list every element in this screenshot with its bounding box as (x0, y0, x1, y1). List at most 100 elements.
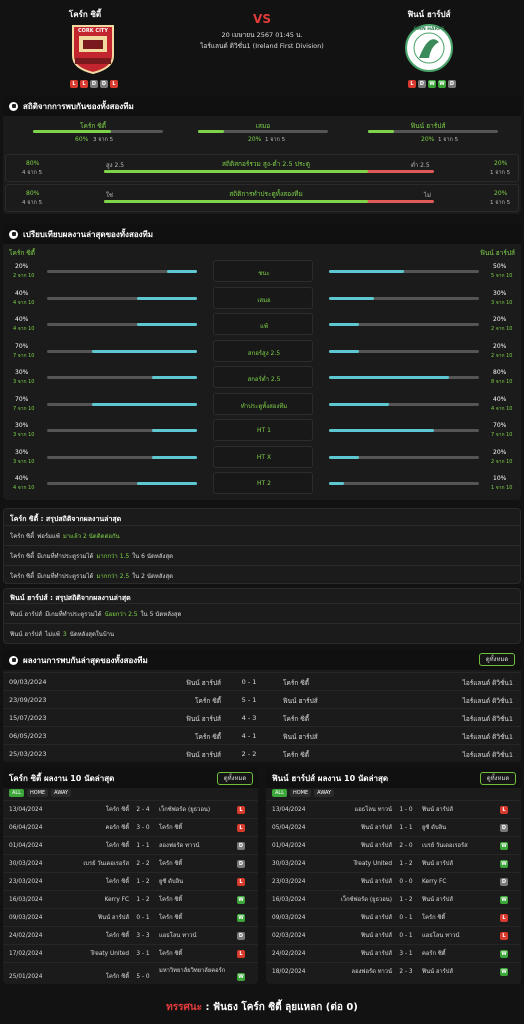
result-badge: W (237, 896, 245, 904)
last10-row[interactable]: 23/03/2024 ฟินน์ ฮาร์ปส์ 0 - 0 Kerry FC D (266, 872, 521, 890)
form-badge: L (80, 80, 88, 88)
compare-card: เปรียบเทียบผลงานล่าสุดของทั้งสองทีม โคร์… (3, 224, 521, 500)
last10-away: ยูซี ดับลิน (159, 879, 184, 885)
summary-line: ฟินน์ ฮาร์ปส์ ไม่แพ้ 3 นัดหลังสุดในบ้าน (4, 623, 520, 641)
last10-row[interactable]: 09/03/2024 ฟินน์ ฮาร์ปส์ 0 - 1 โคร์ก ซิตี้ L (266, 908, 521, 926)
compare-row: 40% 4 จาก 10 แพ้ 20% 2 จาก 10 (3, 313, 521, 337)
btts-left-count: 4 จาก 5 (22, 200, 43, 206)
compare-label: ทำประตูทั้งสองทีม (240, 402, 288, 410)
compare-left-bar (47, 429, 197, 432)
last10-row[interactable]: 06/04/2024 คอร์ก ซิตี้ 3 - 0 โคร์ก ซิตี้ L (3, 818, 258, 836)
compare-label: แพ้ (260, 323, 268, 330)
last10-home: เบรย์ วันเดอเรอร์ส (83, 861, 129, 867)
h2h-home: โคร์ก ซิตี้ (195, 697, 221, 705)
last10-score: 1 - 2 (399, 897, 413, 903)
last10-home-view-all-button[interactable]: ดูทั้งหมด (217, 772, 253, 785)
summary-part-a: โคร์ก ซิตี้ (10, 553, 34, 560)
h2h-result-row[interactable]: 06/05/2023 โคร์ก ซิตี้ 4 - 1 ฟินน์ ฮาร์ปส์ ไ… (3, 726, 521, 744)
tab-home[interactable]: HOME (27, 789, 49, 797)
form-badge: D (448, 80, 456, 88)
compare-left-bar (47, 296, 197, 300)
league-name[interactable]: ไอร์แลนด์ ดิวิชั่น1 (Ireland First Divis… (200, 42, 324, 50)
compare-right-count: 7 จาก 10 (491, 432, 513, 438)
ou-title: สถิติสกอร์รวม สูง-ต่ำ 2.5 ประตู (221, 160, 311, 168)
compare-right-count: 1 จาก 10 (491, 485, 513, 491)
tab-away[interactable]: AWAY (51, 789, 72, 797)
last10-away-view-all-button[interactable]: ดูทั้งหมด (480, 772, 516, 785)
summary-home-card: โคร์ก ซิตี้ : สรุปสถิติจากผลงานล่าสุด โค… (3, 508, 521, 584)
summary-part-b: มีเกมที่ทำประตูรวมได้ (45, 611, 102, 618)
last10-row[interactable]: 23/03/2024 โคร์ก ซิตี้ 1 - 2 ยูซี ดับลิน L (3, 872, 258, 890)
summary-line: โคร์ก ซิตี้ มีเกมที่ทำประตูรวมได้ มากกว่า … (4, 545, 520, 563)
tab-all[interactable]: ALL (9, 789, 24, 797)
compare-label-box: HT X (213, 445, 313, 468)
compare-left-count: 3 จาก 10 (13, 458, 35, 465)
h2h-league: ไอร์แลนด์ ดิวิชั่น1 (462, 733, 513, 741)
compare-right-pct: 20% (493, 448, 507, 456)
compare-left-bar (47, 455, 197, 459)
last10-date: 23/03/2024 (9, 879, 43, 885)
compare-left-count: 7 จาก 10 (13, 352, 35, 359)
compare-left-bar (47, 482, 197, 485)
compare-away-label: ฟินน์ ฮาร์ปส์ (480, 249, 515, 257)
h2h-result-row[interactable]: 23/09/2023 โคร์ก ซิตี้ 5 - 1 ฟินน์ ฮาร์ปส์ ไ… (3, 690, 521, 708)
home-team-name[interactable]: โคร์ก ซิตี้ (68, 10, 102, 19)
h2h-result-row[interactable]: 15/07/2023 ฟินน์ ฮาร์ปส์ 4 - 3 โคร์ก ซิตี้ ไ… (3, 708, 521, 726)
last10-row[interactable]: 05/04/2024 ฟินน์ ฮาร์ปส์ 1 - 1 ยูซี ดับลิน D (266, 818, 521, 836)
last10-row[interactable]: 09/03/2024 ฟินน์ ฮาร์ปส์ 0 - 1 โคร์ก ซิตี้ W (3, 908, 258, 926)
prediction-label: ทรรศนะ (166, 1002, 203, 1013)
h2h-result-row[interactable]: 09/03/2024 ฟินน์ ฮาร์ปส์ 0 - 1 โคร์ก ซิตี้ ไ… (3, 672, 521, 690)
tab-home[interactable]: HOME (290, 789, 312, 797)
last10-row[interactable]: 18/02/2024 ลองฟอร์ด ทาวน์ 2 - 3 ฟินน์ ฮาร์ป… (266, 962, 521, 980)
away-team-name[interactable]: ฟินน์ ฮาร์ปส์ (407, 10, 451, 19)
last10-row[interactable]: 16/03/2024 Kerry FC 1 - 2 โคร์ก ซิตี้ W (3, 890, 258, 908)
h2h-result-row[interactable]: 25/03/2023 ฟินน์ ฮาร์ปส์ 2 - 2 โคร์ก ซิตี้ ไ… (3, 744, 521, 762)
last10-row[interactable]: 13/04/2024 แอธโลน ทาวน์ 1 - 0 ฟินน์ ฮาร์ปส์… (266, 800, 521, 818)
tab-all[interactable]: ALL (272, 789, 287, 797)
last10-row[interactable]: 17/02/2024 Treaty United 3 - 1 โคร์ก ซิตี้ L (3, 944, 258, 962)
last10-away: ฟินน์ ฮาร์ปส์ (422, 861, 453, 867)
h2h-view-all-button[interactable]: ดูทั้งหมด (479, 653, 515, 666)
away-team-logo[interactable]: FINN HARPS (405, 22, 453, 74)
compare-right-bar (329, 376, 479, 379)
compare-right-pct: 40% (493, 395, 507, 403)
last10-row[interactable]: 01/04/2024 โคร์ก ซิตี้ 1 - 1 ลองฟอร์ด ทาวน์… (3, 836, 258, 854)
vs-label: VS (253, 12, 271, 26)
home-team-logo[interactable]: CORK CITY (69, 22, 117, 75)
last10-row[interactable]: 13/04/2024 โคร์ก ซิตี้ 2 - 4 เว็กซ์ฟอร์ด (ย… (3, 800, 258, 818)
last10-home-header: โคร์ก ซิตี้ ผลงาน 10 นัดล่าสุด (3, 768, 258, 788)
last10-home: ฟินน์ ฮาร์ปส์ (361, 951, 392, 957)
form-badge: L (110, 80, 118, 88)
compare-right-pct: 80% (493, 369, 507, 376)
last10-row[interactable]: 25/01/2024 โคร์ก ซิตี้ 5 - 0 มหาวิทยาลัยวิท… (3, 962, 258, 990)
last10-away: โคร์ก ซิตี้ (159, 861, 183, 867)
result-badge: W (500, 968, 508, 976)
ou-bar (104, 170, 434, 173)
tab-away[interactable]: AWAY (314, 789, 335, 797)
last10-home: ฟินน์ ฮาร์ปส์ (361, 843, 392, 849)
summary-part-a: โคร์ก ซิตี้ (10, 533, 34, 540)
last10-row[interactable]: 24/02/2024 โคร์ก ซิตี้ 3 - 3 แอธโลน ทาวน์ D (3, 926, 258, 944)
compare-right-bar (329, 429, 479, 432)
last10-home: โคร์ก ซิตี้ (105, 974, 129, 980)
last10-date: 24/02/2024 (272, 951, 306, 957)
last10-away-title: ฟินน์ ฮาร์ปส์ ผลงาน 10 นัดล่าสุด (272, 773, 389, 783)
result-badge: W (500, 896, 508, 904)
last10-home: ฟินน์ ฮาร์ปส์ (361, 879, 392, 885)
h2h-home: ฟินน์ ฮาร์ปส์ (186, 679, 221, 687)
h2h-date: 25/03/2023 (9, 750, 47, 758)
last10-row[interactable]: 30/03/2024 Treaty United 1 - 2 ฟินน์ ฮาร์ปส… (266, 854, 521, 872)
h2h-league: ไอร์แลนด์ ดิวิชั่น1 (462, 715, 513, 723)
last10-home: เว็กซ์ฟอร์ด (ยูธวอน) (340, 897, 392, 903)
last10-row[interactable]: 16/03/2024 เว็กซ์ฟอร์ด (ยูธวอน) 1 - 2 ฟินน์… (266, 890, 521, 908)
last10-row[interactable]: 30/03/2024 เบรย์ วันเดอเรอร์ส 2 - 2 โคร์ก ซ… (3, 854, 258, 872)
compare-right-bar (329, 402, 479, 406)
last10-row[interactable]: 24/02/2024 ฟินน์ ฮาร์ปส์ 3 - 1 คอร์ก ซิตี้ W (266, 944, 521, 962)
last10-row[interactable]: 01/04/2024 ฟินน์ ฮาร์ปส์ 2 - 0 เบรย์ วันเดอ… (266, 836, 521, 854)
last10-away: ยูซี ดับลิน (422, 825, 447, 831)
h2h-date: 23/09/2023 (9, 696, 47, 704)
last10-score: 1 - 2 (136, 879, 150, 885)
last10-row[interactable]: 02/03/2024 ฟินน์ ฮาร์ปส์ 0 - 1 แอธโลน ทาวน์… (266, 926, 521, 944)
h2h-draw-count: 1 จาก 5 (265, 137, 286, 143)
